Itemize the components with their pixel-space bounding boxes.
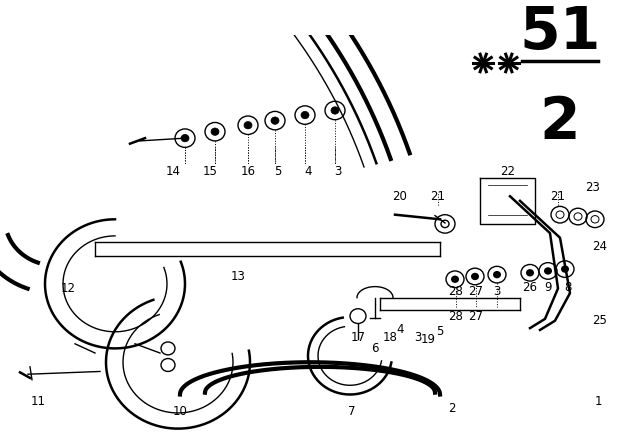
Circle shape [301, 112, 309, 119]
Text: 13: 13 [230, 270, 245, 283]
Circle shape [561, 265, 569, 273]
Text: 2: 2 [540, 94, 580, 151]
Text: 3: 3 [334, 165, 342, 178]
Text: 19: 19 [420, 333, 435, 346]
Text: 20: 20 [392, 190, 408, 203]
Text: 5: 5 [436, 325, 444, 338]
Text: 21: 21 [431, 190, 445, 203]
Text: 15: 15 [203, 165, 218, 178]
Text: 28: 28 [449, 310, 463, 323]
Text: 21: 21 [550, 190, 566, 203]
Text: 23: 23 [586, 181, 600, 194]
Text: 28: 28 [449, 285, 463, 298]
Text: 12: 12 [61, 282, 76, 295]
Text: 7: 7 [348, 405, 356, 418]
Text: 3: 3 [493, 285, 500, 298]
Text: 18: 18 [383, 331, 397, 344]
Text: 1: 1 [595, 396, 602, 409]
Circle shape [544, 267, 552, 275]
Text: 11: 11 [31, 396, 45, 409]
Circle shape [471, 273, 479, 280]
Circle shape [181, 134, 189, 142]
Text: 27: 27 [468, 310, 483, 323]
Text: 10: 10 [173, 405, 188, 418]
Text: 25: 25 [593, 314, 607, 327]
Text: 22: 22 [500, 165, 515, 178]
Text: 26: 26 [522, 281, 538, 294]
Text: 4: 4 [304, 165, 312, 178]
Circle shape [244, 121, 252, 129]
Circle shape [331, 107, 339, 114]
Text: 9: 9 [544, 281, 552, 294]
Text: 14: 14 [166, 165, 180, 178]
Text: 4: 4 [396, 323, 404, 336]
Text: 24: 24 [593, 241, 607, 254]
Text: 8: 8 [564, 281, 572, 294]
Circle shape [211, 128, 219, 135]
Text: 16: 16 [241, 165, 255, 178]
Text: 17: 17 [351, 331, 365, 344]
Text: 27: 27 [468, 285, 483, 298]
Text: 51: 51 [519, 4, 601, 61]
Text: 5: 5 [275, 165, 282, 178]
Circle shape [451, 276, 459, 283]
Text: 3: 3 [414, 331, 422, 344]
Circle shape [493, 271, 501, 278]
Circle shape [526, 269, 534, 276]
Text: 2: 2 [448, 402, 456, 415]
Circle shape [271, 117, 279, 124]
Text: 6: 6 [371, 342, 379, 355]
